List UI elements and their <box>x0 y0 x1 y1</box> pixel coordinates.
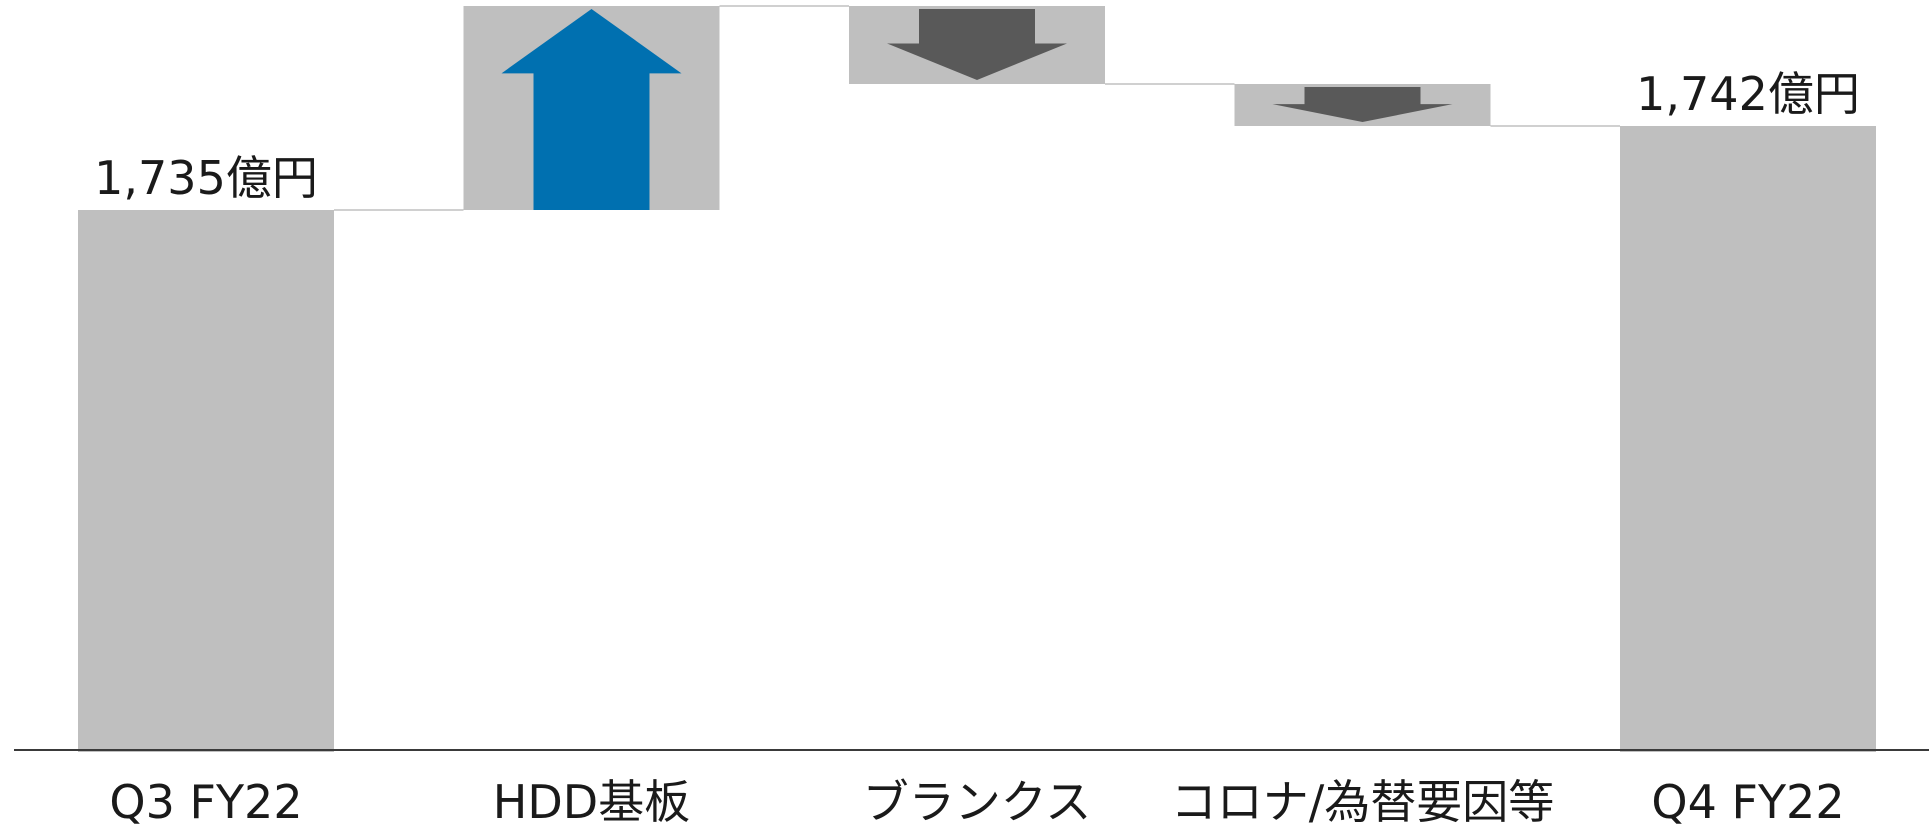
category-label-3: ブランクス <box>863 775 1092 829</box>
down-arrow-icon <box>887 9 1067 80</box>
arrows-group <box>501 9 1453 210</box>
category-labels-group: Q3 FY22 HDD基板 ブランクス コロナ/為替要因等 Q4 FY22 <box>109 775 1844 829</box>
value-label-5: 1,742億円 <box>1636 67 1860 121</box>
value-labels-group: 1,735億円 1,742億円 <box>94 67 1860 205</box>
bar-5-total <box>1620 126 1876 752</box>
up-arrow-icon <box>501 9 682 210</box>
value-label-1: 1,735億円 <box>94 151 318 205</box>
category-label-5: Q4 FY22 <box>1651 775 1844 829</box>
category-label-2: HDD基板 <box>493 775 690 829</box>
category-label-1: Q3 FY22 <box>109 775 302 829</box>
bars-group <box>78 6 1876 752</box>
connector-lines <box>334 5 1620 211</box>
bar-1-total <box>78 210 334 752</box>
category-label-4: コロナ/為替要因等 <box>1171 775 1555 829</box>
down-arrow-icon <box>1272 87 1453 122</box>
